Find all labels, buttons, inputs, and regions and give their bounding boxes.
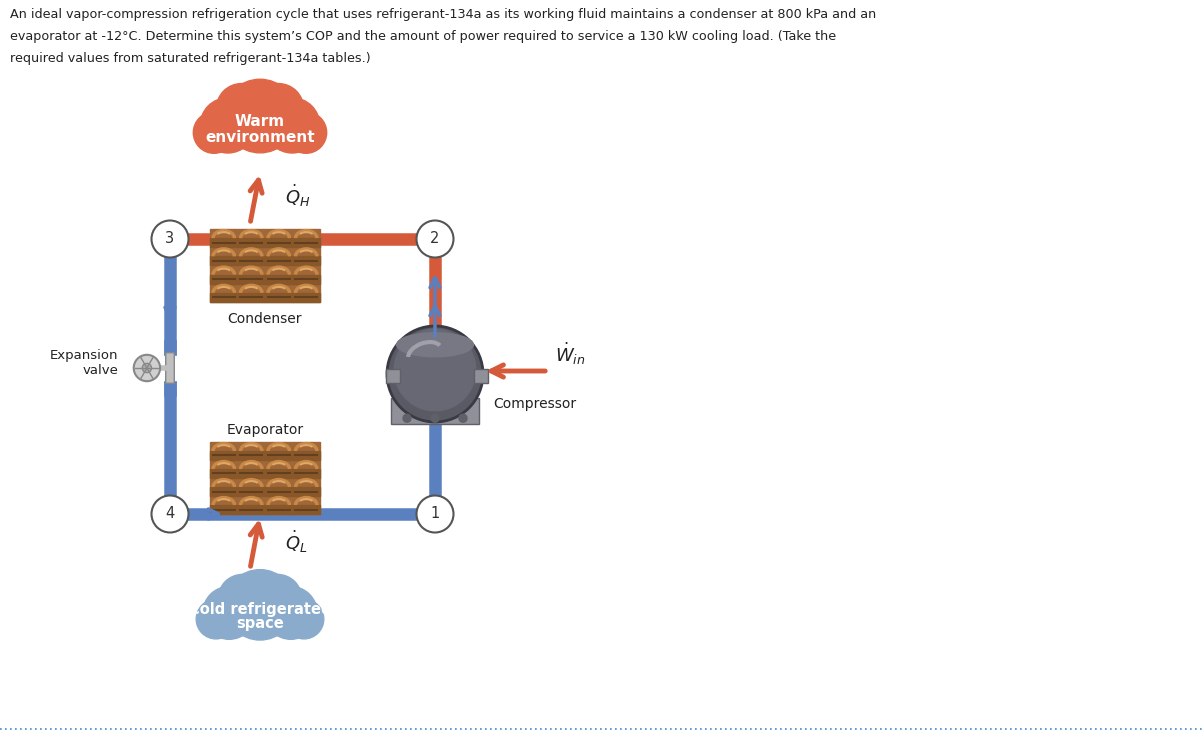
Circle shape xyxy=(196,599,236,639)
Circle shape xyxy=(431,414,439,422)
Circle shape xyxy=(265,586,317,639)
FancyBboxPatch shape xyxy=(293,487,320,496)
Circle shape xyxy=(403,414,411,422)
Circle shape xyxy=(265,98,320,153)
Circle shape xyxy=(386,326,483,422)
Text: $\dot{Q}_H$: $\dot{Q}_H$ xyxy=(285,183,311,209)
Circle shape xyxy=(152,495,189,532)
Text: Evaporator: Evaporator xyxy=(226,423,303,437)
FancyBboxPatch shape xyxy=(386,369,400,383)
Circle shape xyxy=(200,98,255,153)
Circle shape xyxy=(284,599,324,639)
Text: 2: 2 xyxy=(430,231,439,247)
FancyBboxPatch shape xyxy=(203,607,315,631)
FancyBboxPatch shape xyxy=(293,256,320,266)
FancyBboxPatch shape xyxy=(293,238,320,247)
Text: 1: 1 xyxy=(430,506,439,521)
FancyBboxPatch shape xyxy=(293,451,320,460)
Circle shape xyxy=(225,570,295,640)
FancyBboxPatch shape xyxy=(140,356,201,380)
FancyBboxPatch shape xyxy=(265,469,293,478)
Text: Cold refrigerated: Cold refrigerated xyxy=(189,603,331,617)
FancyBboxPatch shape xyxy=(237,256,265,266)
FancyBboxPatch shape xyxy=(265,487,293,496)
FancyBboxPatch shape xyxy=(209,469,237,478)
Text: Expansion
valve: Expansion valve xyxy=(49,349,118,377)
FancyBboxPatch shape xyxy=(237,238,265,247)
FancyBboxPatch shape xyxy=(265,505,293,514)
FancyBboxPatch shape xyxy=(391,398,479,424)
Text: environment: environment xyxy=(205,130,314,145)
Circle shape xyxy=(417,495,454,532)
Text: $\dot{Q}_L$: $\dot{Q}_L$ xyxy=(285,529,308,555)
Circle shape xyxy=(194,112,235,153)
FancyBboxPatch shape xyxy=(293,293,320,302)
FancyBboxPatch shape xyxy=(293,275,320,284)
Circle shape xyxy=(202,586,255,639)
Circle shape xyxy=(152,220,189,258)
FancyBboxPatch shape xyxy=(237,487,265,496)
Circle shape xyxy=(218,575,266,623)
Circle shape xyxy=(417,220,454,258)
FancyBboxPatch shape xyxy=(209,256,237,266)
Circle shape xyxy=(285,112,326,153)
FancyBboxPatch shape xyxy=(237,275,265,284)
FancyBboxPatch shape xyxy=(265,256,293,266)
FancyBboxPatch shape xyxy=(209,505,237,514)
Text: evaporator at -12°C. Determine this system’s COP and the amount of power require: evaporator at -12°C. Determine this syst… xyxy=(10,30,836,43)
FancyBboxPatch shape xyxy=(209,487,237,496)
FancyBboxPatch shape xyxy=(209,229,320,302)
FancyBboxPatch shape xyxy=(201,119,319,146)
FancyBboxPatch shape xyxy=(209,275,237,284)
FancyBboxPatch shape xyxy=(237,293,265,302)
FancyBboxPatch shape xyxy=(237,505,265,514)
FancyBboxPatch shape xyxy=(237,451,265,460)
FancyBboxPatch shape xyxy=(293,505,320,514)
Text: required values from saturated refrigerant-134a tables.): required values from saturated refrigera… xyxy=(10,52,371,65)
FancyBboxPatch shape xyxy=(265,451,293,460)
FancyBboxPatch shape xyxy=(209,293,237,302)
Text: Condenser: Condenser xyxy=(228,312,302,326)
Text: An ideal vapor-compression refrigeration cycle that uses refrigerant-134a as its: An ideal vapor-compression refrigeration… xyxy=(10,8,877,21)
Circle shape xyxy=(142,363,152,373)
FancyBboxPatch shape xyxy=(166,353,175,383)
Text: 3: 3 xyxy=(165,231,175,247)
Circle shape xyxy=(217,84,267,134)
Circle shape xyxy=(459,414,467,422)
Text: space: space xyxy=(236,616,284,631)
Circle shape xyxy=(223,79,297,153)
FancyBboxPatch shape xyxy=(265,293,293,302)
FancyBboxPatch shape xyxy=(209,451,237,460)
FancyBboxPatch shape xyxy=(265,238,293,247)
FancyBboxPatch shape xyxy=(209,442,320,514)
Text: $\dot{W}_{in}$: $\dot{W}_{in}$ xyxy=(555,341,585,367)
FancyBboxPatch shape xyxy=(293,469,320,478)
FancyBboxPatch shape xyxy=(209,238,237,247)
FancyBboxPatch shape xyxy=(474,369,488,383)
Circle shape xyxy=(394,330,476,411)
Ellipse shape xyxy=(396,333,473,357)
Circle shape xyxy=(253,575,302,623)
Circle shape xyxy=(134,355,160,381)
FancyBboxPatch shape xyxy=(265,275,293,284)
Circle shape xyxy=(253,84,303,134)
Text: 4: 4 xyxy=(165,506,175,521)
Text: Compressor: Compressor xyxy=(492,397,577,411)
Text: Warm: Warm xyxy=(235,115,285,129)
FancyBboxPatch shape xyxy=(237,469,265,478)
